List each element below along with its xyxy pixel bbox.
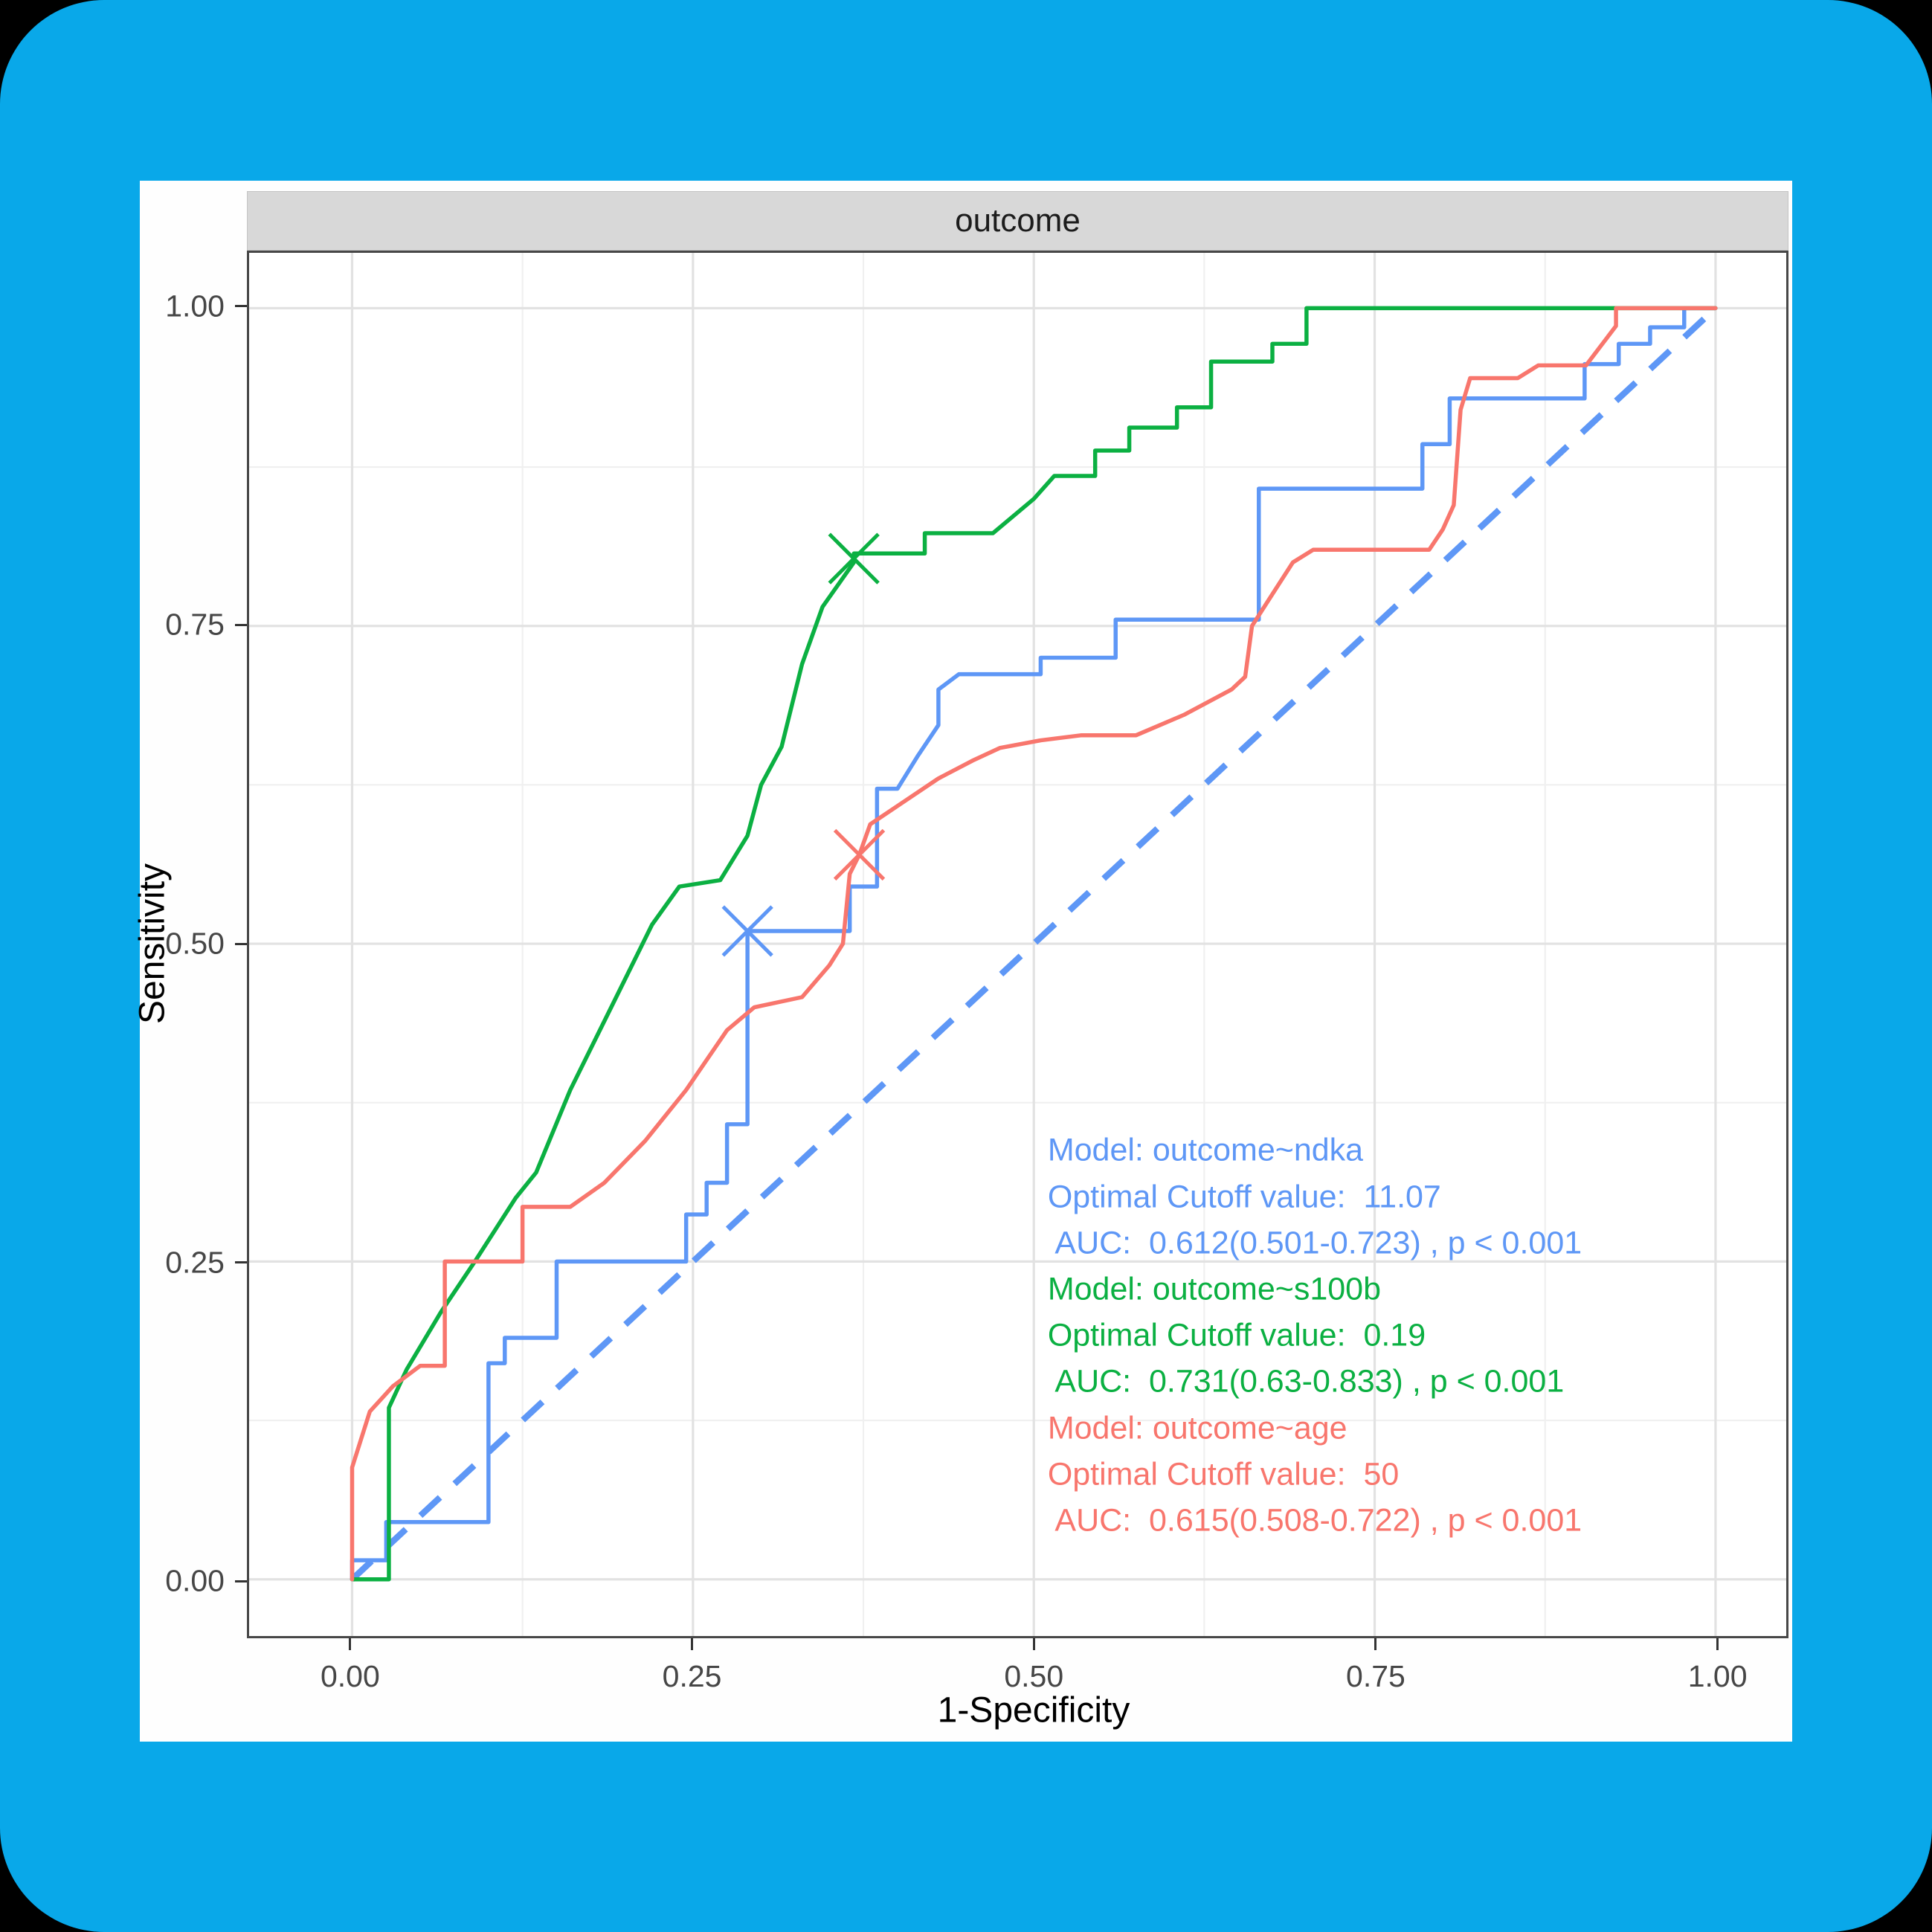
x-tick-mark [1374,1638,1377,1650]
reference-diagonal-line [350,306,1718,1582]
x-tick-mark [349,1638,352,1650]
annotation-line: AUC: 0.731(0.63-0.833) , p < 0.001 [1047,1363,1565,1400]
x-tick-label: 0.00 [320,1659,380,1693]
roc-curve-ndka [350,306,1718,1582]
y-tick-label: 0.50 [165,926,225,961]
x-tick-label: 0.25 [662,1659,722,1693]
annotation-line: AUC: 0.612(0.501-0.723) , p < 0.001 [1047,1225,1582,1261]
y-axis-title: Sensitivity [132,863,173,1025]
annotation-line: Optimal Cutoff value: 11.07 [1047,1179,1441,1215]
roc-curve-age [350,306,1718,1582]
y-tick-label: 0.00 [165,1563,225,1598]
y-tick-mark [235,623,247,626]
facet-strip: outcome [247,191,1788,251]
x-tick-label: 0.75 [1346,1659,1405,1693]
annotation-line: Optimal Cutoff value: 0.19 [1047,1317,1426,1353]
x-tick-label: 1.00 [1687,1659,1748,1693]
y-tick-mark [235,1261,247,1264]
cutoff-marker-ndka [721,905,773,957]
y-tick-mark [235,1580,247,1582]
y-tick-label: 0.75 [165,607,225,642]
annotation-line: Optimal Cutoff value: 50 [1047,1456,1400,1493]
x-tick-mark [1032,1638,1035,1650]
x-tick-mark [691,1638,694,1650]
facet-title: outcome [955,202,1081,239]
annotation-line: Model: outcome~s100b [1047,1271,1382,1307]
y-tick-label: 1.00 [165,289,225,323]
y-tick-mark [235,305,247,308]
roc-plot-svg [249,253,1786,1636]
x-tick-label: 0.50 [1004,1659,1064,1693]
annotation-line: AUC: 0.615(0.508-0.722) , p < 0.001 [1047,1502,1582,1539]
cutoff-marker-s100b [828,532,880,585]
annotation-line: Model: outcome~age [1047,1410,1347,1446]
y-tick-label: 0.25 [165,1245,225,1280]
annotation-line: Model: outcome~ndka [1047,1132,1364,1168]
cutoff-marker-age [833,828,886,881]
x-axis-title: 1-Specificity [937,1690,1130,1730]
x-tick-mark [1716,1638,1719,1650]
plot-panel: Model: outcome~ndka Optimal Cutoff value:… [247,251,1788,1638]
y-tick-mark [235,942,247,945]
